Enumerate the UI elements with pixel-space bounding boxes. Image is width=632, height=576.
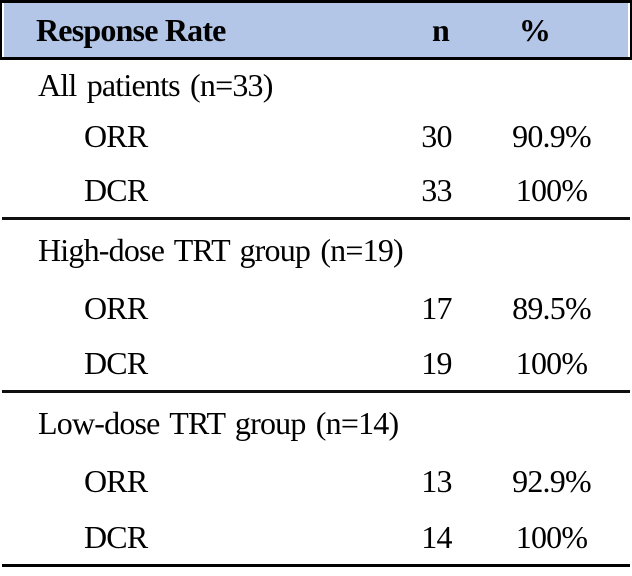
group-row: Low-dose TRT group (n=14) bbox=[0, 393, 632, 453]
row-label: DCR bbox=[84, 345, 148, 381]
table-row: ORR 30 90.9% bbox=[0, 110, 632, 162]
header-response-rate: Response Rate bbox=[36, 12, 226, 48]
table-row: DCR 14 100% bbox=[0, 509, 632, 564]
table-header-fill: Response Rate n % bbox=[4, 3, 628, 57]
section-divider bbox=[2, 217, 630, 220]
n-value-cell: 19 bbox=[421, 345, 452, 381]
row-label: ORR bbox=[84, 290, 148, 326]
pct-value-cell: 92.9% bbox=[512, 463, 591, 499]
header-n: n bbox=[432, 12, 450, 48]
n-value-cell: 17 bbox=[421, 290, 452, 326]
pct-value-cell: 89.5% bbox=[512, 290, 591, 326]
header-percent: % bbox=[518, 12, 551, 48]
table-row: DCR 19 100% bbox=[0, 336, 632, 390]
n-value-cell: 33 bbox=[421, 171, 452, 208]
group-row: All patients (n=33) bbox=[0, 60, 632, 110]
table-header-row: Response Rate n % bbox=[0, 0, 632, 60]
group-label: Low-dose TRT group (n=14) bbox=[38, 405, 399, 441]
row-label: DCR bbox=[84, 518, 148, 555]
table-section-high-dose: High-dose TRT group (n=19) ORR 17 89.5% … bbox=[0, 220, 632, 390]
row-label: ORR bbox=[84, 118, 148, 154]
row-label: ORR bbox=[84, 463, 148, 499]
section-divider bbox=[2, 390, 630, 393]
pct-value-cell: 100% bbox=[515, 171, 588, 208]
table-row: ORR 13 92.9% bbox=[0, 453, 632, 509]
pct-value-cell: 90.9% bbox=[512, 118, 591, 154]
table-row: DCR 33 100% bbox=[0, 162, 632, 217]
table-row: ORR 17 89.5% bbox=[0, 280, 632, 336]
pct-value-cell: 100% bbox=[515, 345, 588, 381]
row-label: DCR bbox=[84, 171, 148, 208]
n-value-cell: 14 bbox=[421, 518, 452, 555]
table-section-all-patients: All patients (n=33) ORR 30 90.9% DCR 33 … bbox=[0, 60, 632, 217]
pct-value-cell: 100% bbox=[515, 518, 588, 555]
group-row: High-dose TRT group (n=19) bbox=[0, 220, 632, 280]
table-bottom-border bbox=[2, 564, 630, 567]
group-label: High-dose TRT group (n=19) bbox=[38, 232, 404, 268]
n-value-cell: 30 bbox=[421, 118, 452, 154]
group-label: All patients (n=33) bbox=[38, 67, 273, 103]
n-value-cell: 13 bbox=[421, 463, 452, 499]
table-section-low-dose: Low-dose TRT group (n=14) ORR 13 92.9% D… bbox=[0, 393, 632, 564]
